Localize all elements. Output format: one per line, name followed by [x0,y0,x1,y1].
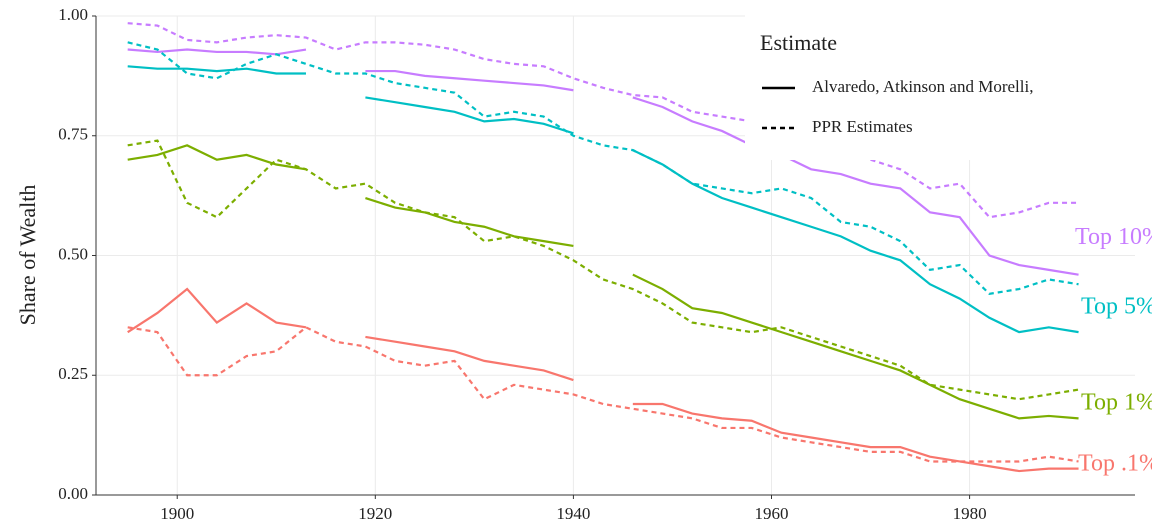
legend-title: Estimate [760,30,837,55]
series-line [127,41,1079,295]
series-label: Top 10% [1075,224,1152,250]
series-label: Top .1% [1078,451,1152,477]
y-axis-title: Share of Wealth [15,185,40,326]
series-line [127,65,1079,334]
x-tick-label: 1920 [358,504,392,523]
y-tick-label: 0.00 [58,484,88,503]
y-tick-label: 0.50 [58,244,88,263]
legend-label: Alvaredo, Atkinson and Morelli, [812,77,1033,96]
y-tick-label: 0.75 [58,125,88,144]
x-tick-label: 1960 [754,504,788,523]
series-line [127,144,1079,420]
series-line [127,326,1079,463]
x-tick-label: 1900 [160,504,194,523]
series-label: Top 5% [1081,294,1152,320]
series-line [127,287,1079,473]
series-label: Top 1% [1081,389,1152,415]
series-line [127,22,1079,219]
y-tick-label: 1.00 [58,5,88,24]
y-tick-label: 0.25 [58,364,88,383]
legend-box [745,15,1140,160]
legend-label: PPR Estimates [812,117,913,136]
x-tick-label: 1940 [556,504,590,523]
series-line [127,139,1079,401]
x-tick-label: 1980 [953,504,987,523]
